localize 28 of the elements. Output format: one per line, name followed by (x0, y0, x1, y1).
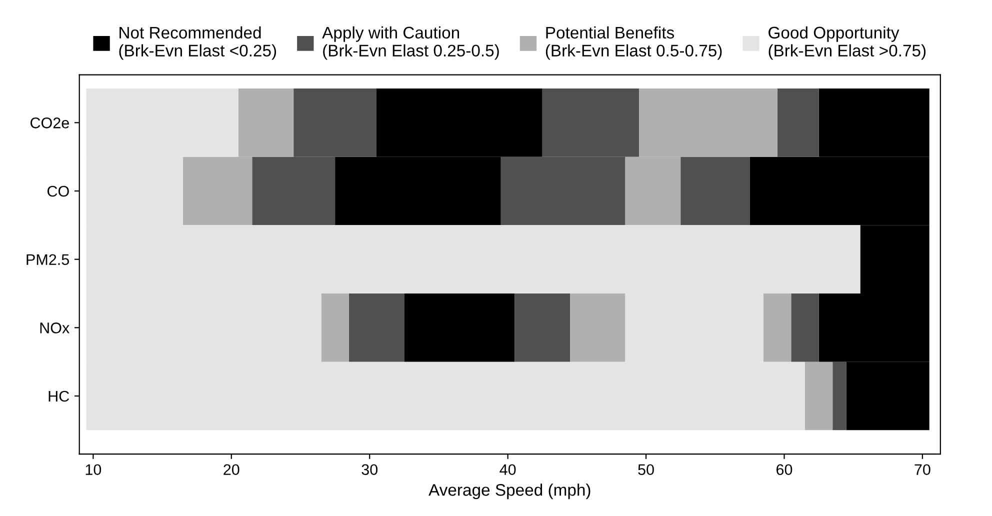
y-tick-label: NOx (40, 322, 70, 334)
x-tick-label: 50 (638, 464, 654, 476)
bar (404, 293, 515, 362)
bar (514, 293, 570, 362)
y-tick-label: CO (47, 186, 69, 197)
legend-label: Not Recommended (Brk-Evn Elast <0.25) (119, 26, 276, 60)
bar (791, 293, 819, 362)
bar (804, 362, 833, 430)
bar (764, 293, 792, 362)
x-tick-label: 10 (86, 464, 102, 476)
x-tick-label: 20 (224, 464, 240, 476)
x-tick-label: 70 (914, 464, 930, 476)
x-tick-label: 40 (500, 464, 516, 476)
bar (680, 156, 750, 226)
y-tick-label: PM2.5 (26, 254, 69, 266)
legend-label: Apply with Caution (Brk-Evn Elast 0.25-0.5) (322, 26, 499, 60)
x-tick-label: 60 (776, 464, 792, 476)
bar (321, 293, 349, 362)
y-tick-label: CO2e (30, 118, 69, 128)
x-tick-label: 30 (362, 464, 378, 476)
x-axis-title: Average Speed (mph) (428, 484, 590, 500)
bar (832, 362, 846, 430)
bar (348, 293, 404, 362)
y-tick-label: HC (48, 390, 70, 402)
bar (570, 293, 626, 362)
bar (777, 88, 819, 157)
legend-label: Good Opportunity (Brk-Evn Elast >0.75) (768, 26, 926, 60)
legend-label: Potential Benefits (Brk-Evn Elast 0.5-0.75) (546, 26, 722, 60)
